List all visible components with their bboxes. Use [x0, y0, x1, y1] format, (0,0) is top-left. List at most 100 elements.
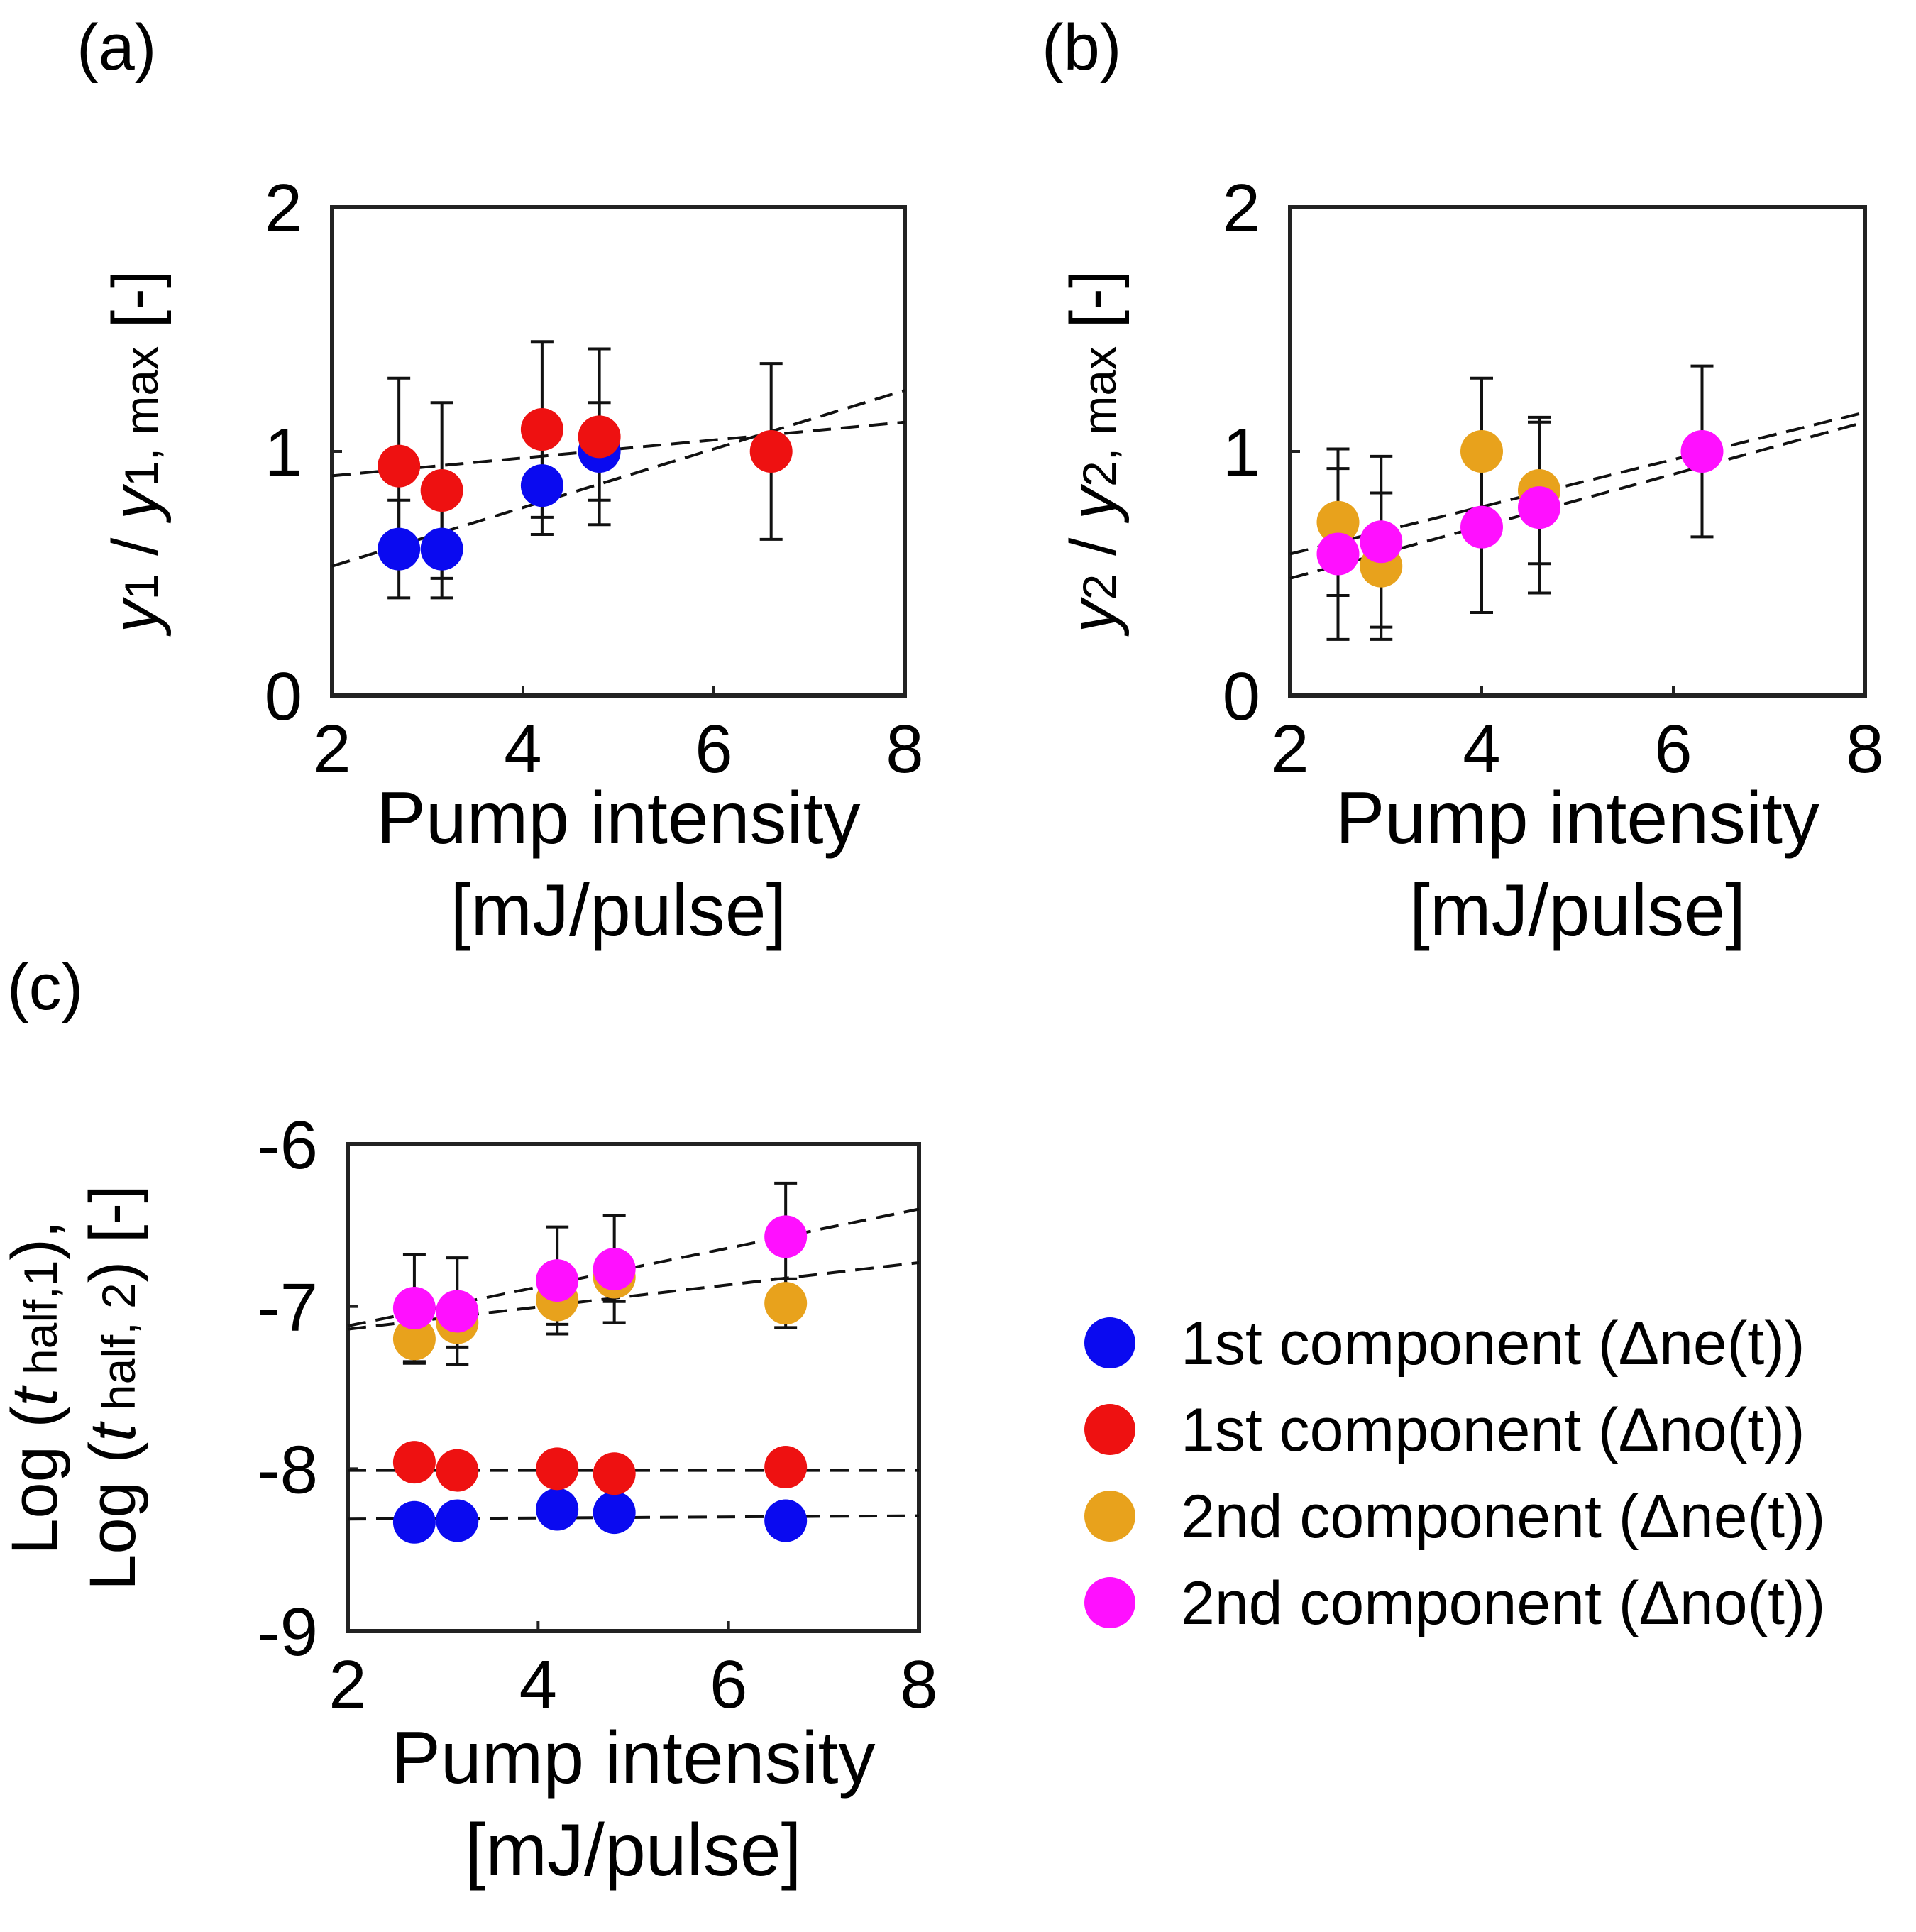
data-point — [520, 408, 563, 451]
y-label-text: Log ( — [77, 1442, 149, 1591]
x-tick-label: 6 — [710, 1647, 747, 1723]
y-label-sub: 1, max — [115, 346, 167, 487]
y-axis-label: y1 / y1, max [-] — [99, 270, 172, 637]
panel-a: (a) 2 4 6 8 0 1 2 Pump intensity [mJ/pulse] y1 / y… — [77, 11, 924, 952]
panel-c: (c) 2 4 6 8 -9 -8 -7 -6 Pump intensity [mJ/pulse] L… — [0, 951, 938, 1892]
legend-label: 1st component (Δno(t)) — [1181, 1396, 1805, 1464]
x-tick-label: 2 — [313, 711, 351, 787]
data-point — [764, 1282, 808, 1325]
data-point — [436, 1449, 479, 1492]
data-point — [378, 527, 421, 571]
y-label-text: Log ( — [0, 1406, 71, 1555]
data-point — [520, 464, 563, 507]
y-axis-label-line: Log (t half, 2) [-] — [77, 1185, 149, 1590]
legend-label: 2nd component (Δno(t)) — [1181, 1569, 1825, 1637]
data-point — [764, 1446, 808, 1489]
panel-label: (b) — [1042, 11, 1121, 84]
y-tick-label: 0 — [265, 659, 302, 735]
legend-label: 1st component (Δne(t)) — [1181, 1310, 1805, 1378]
data-point — [593, 1491, 636, 1535]
x-axis-label: Pump intensity — [1336, 777, 1819, 860]
data-point — [593, 1248, 636, 1291]
data-point — [392, 1317, 436, 1361]
data-point — [1316, 532, 1360, 576]
data-point — [1460, 505, 1503, 549]
x-axis-unit: [mJ/pulse] — [466, 1809, 802, 1892]
data-point — [1518, 486, 1560, 529]
y-tick-label: 2 — [265, 170, 302, 246]
data-point — [536, 1488, 579, 1531]
x-axis-label: Pump intensity — [376, 777, 860, 860]
legend-marker — [1084, 1404, 1135, 1455]
data-point — [749, 430, 793, 473]
data-point — [1460, 430, 1503, 473]
y-label-sub: 2 — [1073, 574, 1125, 600]
y-tick-label: -8 — [258, 1432, 318, 1508]
data-point — [378, 444, 421, 488]
y-tick-label: 2 — [1223, 170, 1260, 246]
y-label-sub: 2, max — [1073, 346, 1125, 487]
y-label-var: y — [1057, 483, 1130, 524]
x-axis-unit: [mJ/pulse] — [1409, 869, 1746, 952]
x-tick-label: 2 — [1271, 711, 1309, 787]
data-point — [536, 1259, 579, 1302]
y-tick-label: -7 — [258, 1270, 318, 1346]
data-point — [536, 1447, 579, 1491]
y-label-text: ), — [0, 1220, 71, 1260]
data-point — [764, 1499, 808, 1542]
y-label-sub: half, 2 — [92, 1283, 145, 1423]
data-point — [1360, 520, 1403, 564]
y-axis-label-line: Log (t half,1), — [0, 1220, 71, 1554]
y-label-sub: 1 — [115, 574, 167, 600]
x-tick-label: 4 — [1463, 711, 1500, 787]
plot-frame — [346, 1142, 921, 1633]
x-axis-label: Pump intensity — [391, 1717, 875, 1799]
data-point — [392, 1500, 436, 1544]
y-label-var: y — [1057, 596, 1130, 637]
x-tick-label: 2 — [329, 1647, 366, 1723]
x-tick-label: 6 — [695, 711, 732, 787]
y-label-var: y — [99, 596, 172, 637]
panel-label: (a) — [77, 11, 156, 84]
x-axis-unit: [mJ/pulse] — [451, 869, 787, 952]
data-point — [436, 1290, 479, 1333]
y-label-var: y — [99, 483, 172, 524]
y-label-slash: / — [1057, 520, 1130, 574]
legend-label: 2nd component (Δne(t)) — [1181, 1483, 1825, 1551]
x-tick-label: 8 — [886, 711, 923, 787]
data-point — [436, 1499, 479, 1542]
x-tick-label: 4 — [519, 1647, 557, 1723]
data-point — [578, 415, 621, 459]
y-label-var: t — [77, 1421, 149, 1442]
y-tick-label: 1 — [1223, 415, 1260, 490]
legend-marker — [1084, 1317, 1135, 1368]
y-tick-label: -6 — [258, 1107, 318, 1183]
plot-frame — [1288, 205, 1867, 698]
y-label-text: ) [-] — [77, 1185, 149, 1283]
y-label-sub: half,1 — [14, 1261, 67, 1388]
y-label-var: t — [0, 1385, 71, 1406]
y-tick-label: -9 — [258, 1594, 318, 1670]
x-tick-label: 6 — [1654, 711, 1692, 787]
data-point — [764, 1215, 808, 1258]
data-point — [1680, 430, 1724, 473]
x-tick-label: 4 — [504, 711, 541, 787]
legend-marker — [1084, 1491, 1135, 1542]
y-tick-label: 0 — [1223, 659, 1260, 735]
data-point — [420, 469, 463, 512]
y-label-unit: [-] — [1057, 270, 1130, 346]
x-tick-label: 8 — [900, 1647, 937, 1723]
x-tick-label: 8 — [1846, 711, 1883, 787]
legend-marker — [1084, 1577, 1135, 1628]
y-label-unit: [-] — [99, 270, 172, 346]
data-point — [392, 1286, 436, 1329]
panel-label: (c) — [7, 951, 83, 1023]
y-axis-label: y2 / y2, max [-] — [1057, 270, 1130, 637]
data-point — [1316, 500, 1360, 544]
legend: 1st component (Δne(t)) 1st component (Δno… — [1084, 1310, 1825, 1637]
y-tick-label: 1 — [265, 415, 302, 490]
data-point — [420, 527, 463, 571]
data-point — [392, 1441, 436, 1484]
